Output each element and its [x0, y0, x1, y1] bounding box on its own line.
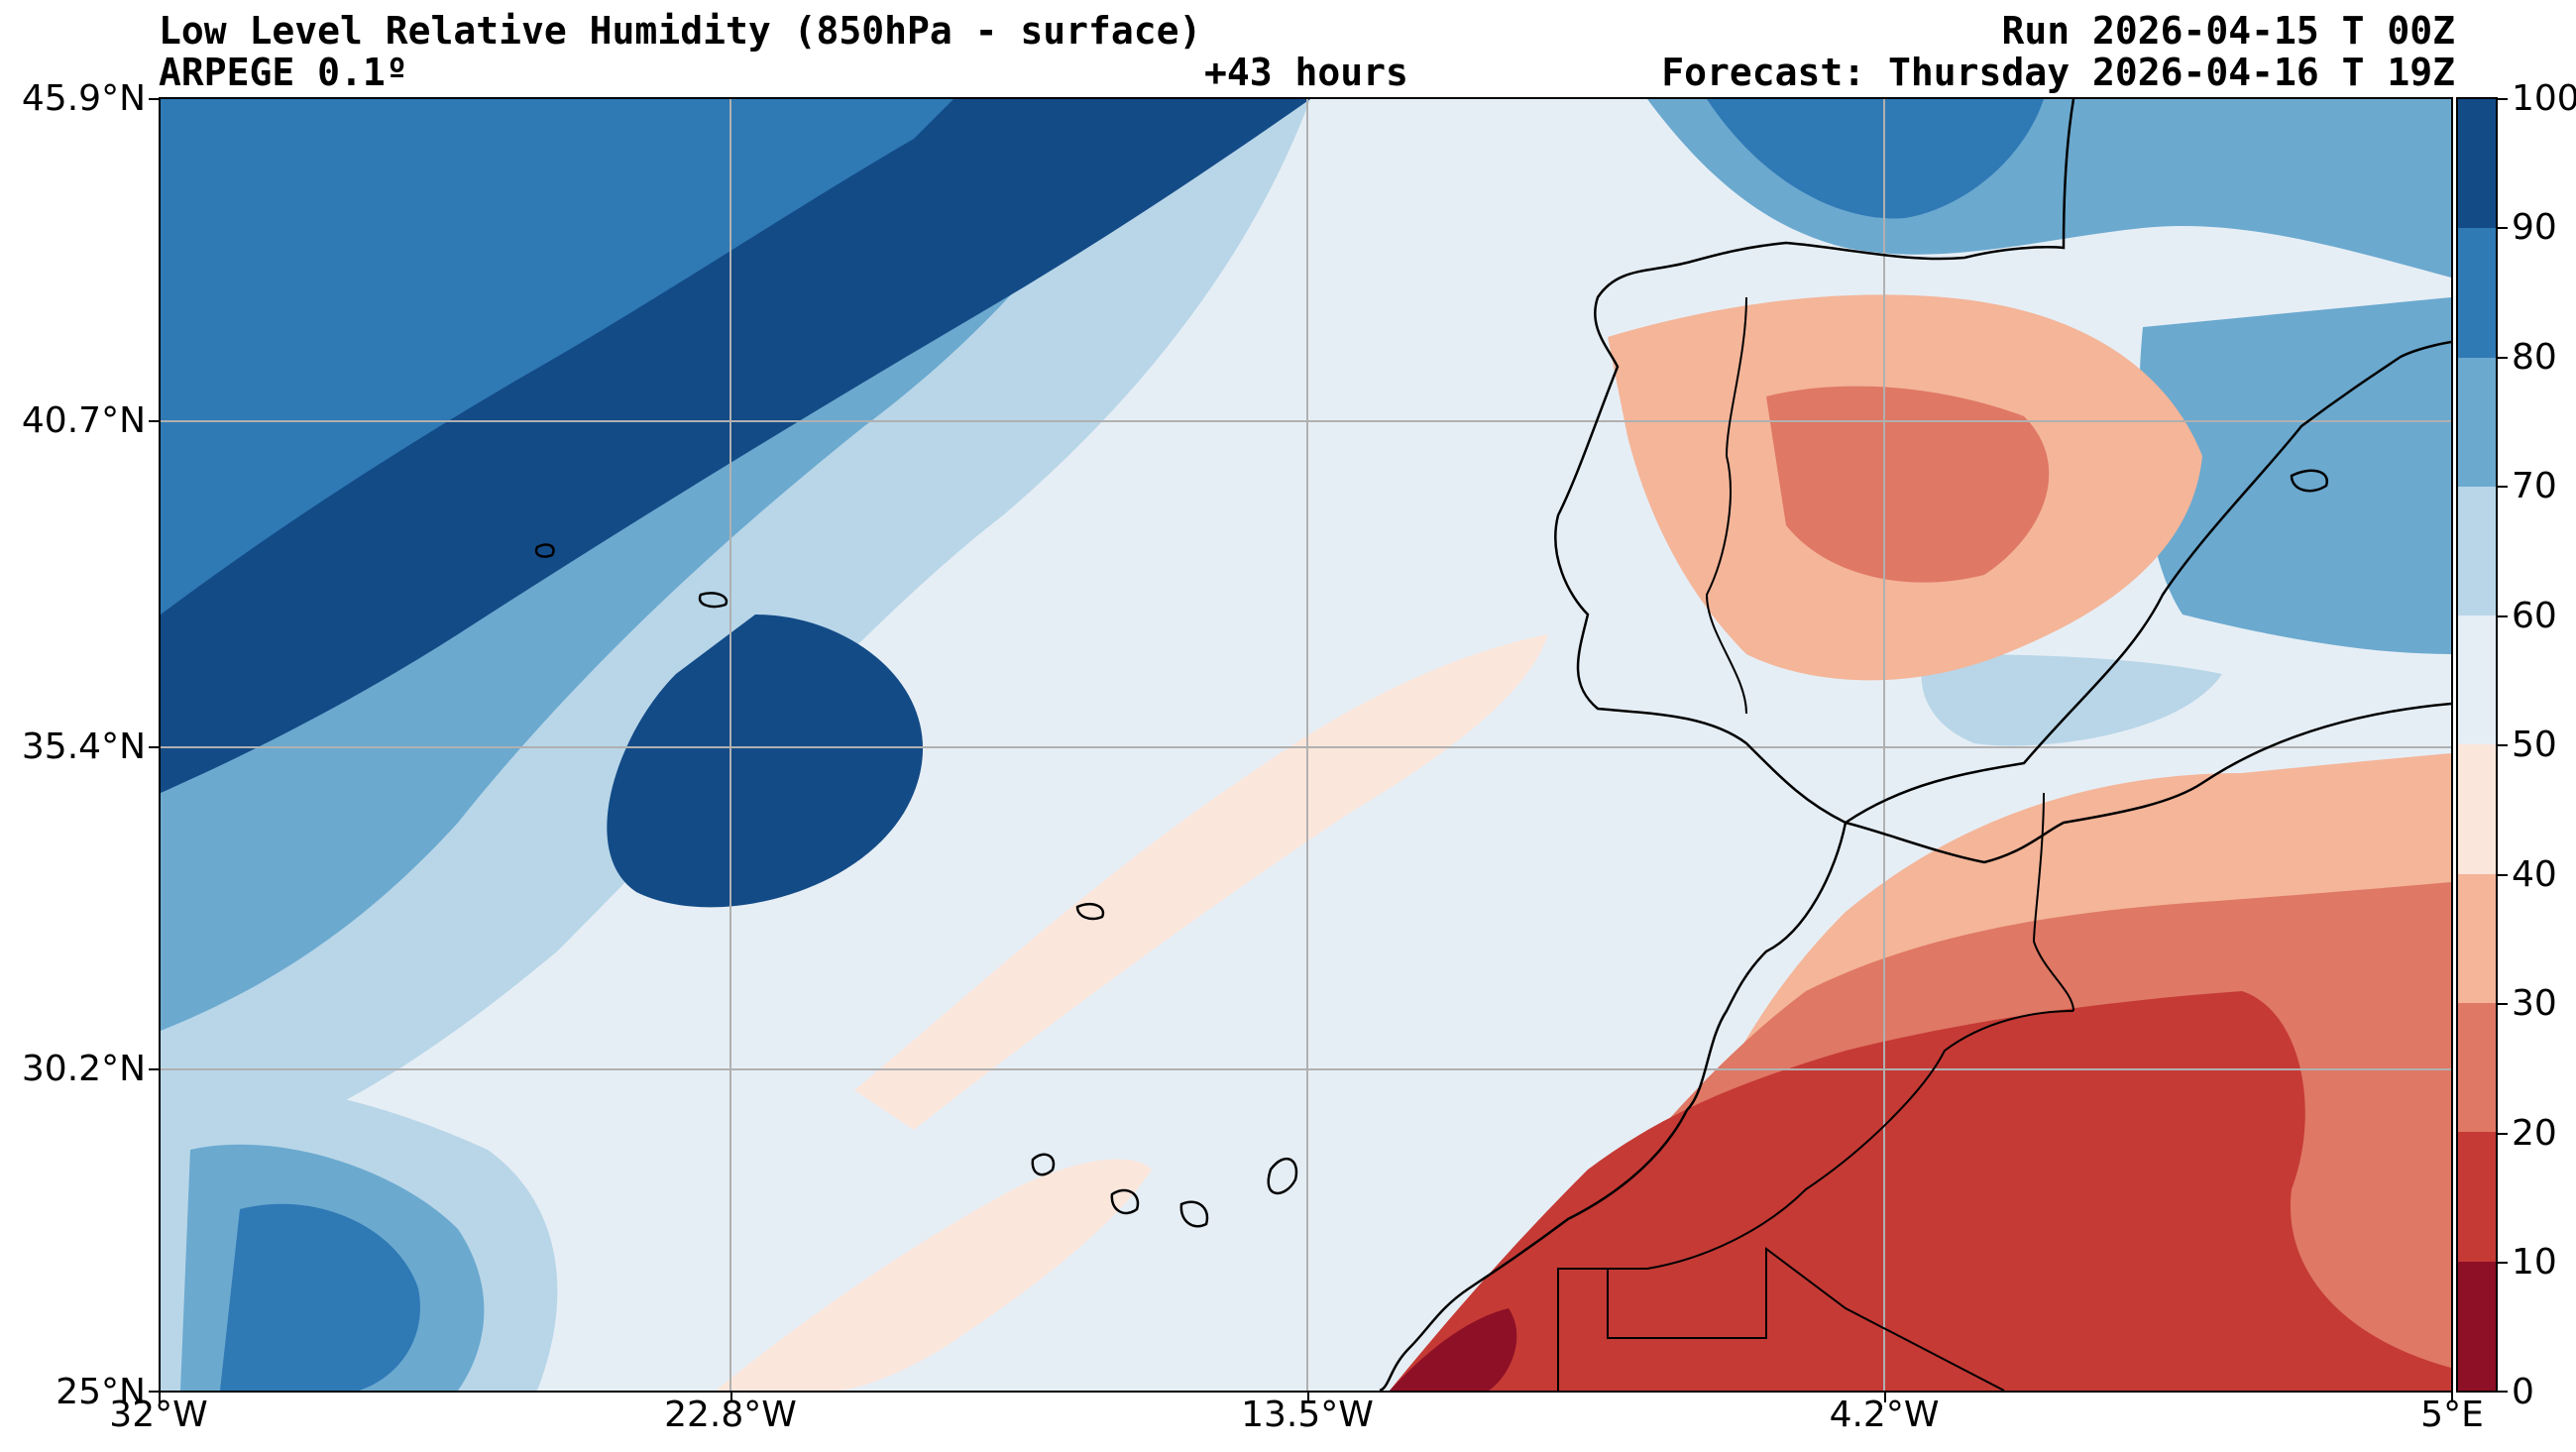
colorbar-tick — [2498, 98, 2508, 100]
colorbar-label-20: 20 — [2512, 1113, 2557, 1154]
colorbar-tick — [2498, 1133, 2508, 1135]
canary-island-3 — [1179, 1200, 1209, 1228]
band-dry-ocean — [854, 634, 1548, 1130]
lat-tick — [149, 420, 159, 422]
map-canvas — [161, 99, 2451, 1391]
iberia-coast — [1554, 99, 2451, 825]
colorbar-tick — [2498, 1391, 2508, 1393]
lat-tick — [149, 98, 159, 100]
colorbar-segment-20-30 — [2458, 1003, 2496, 1133]
colorbar-label-100: 100 — [2512, 78, 2576, 119]
colorbar-tick — [2498, 1003, 2508, 1005]
lat-label-45.9: 45.9°N — [21, 78, 146, 119]
colorbar-segment-0-10 — [2458, 1261, 2496, 1391]
model-label: ARPEGE 0.1º — [159, 51, 408, 94]
lon-tick — [2451, 1393, 2453, 1402]
colorbar-segment-70-80 — [2458, 357, 2496, 487]
band-subtropic-high — [220, 1203, 420, 1391]
colorbar-tick — [2498, 874, 2508, 876]
lon-tick — [1884, 1393, 1886, 1402]
band-iberia-dry — [1766, 386, 2050, 583]
colorbar-segment-30-40 — [2458, 873, 2496, 1004]
colorbar-label-70: 70 — [2512, 466, 2557, 506]
azores-1 — [534, 543, 555, 558]
lat-tick — [149, 1068, 159, 1070]
colorbar-tick — [2498, 357, 2508, 359]
country-borders — [1557, 296, 2074, 1391]
azores-2 — [698, 592, 728, 609]
colorbar-segment-90-100 — [2458, 99, 2496, 229]
forecast-label: Forecast: Thursday 2026-04-16 T 19Z — [1661, 51, 2455, 94]
band-max — [161, 99, 1310, 793]
lead-time-label: +43 hours — [1204, 51, 1408, 94]
colorbar-tick — [2498, 744, 2508, 746]
gridlines — [161, 99, 2451, 1391]
med-south-coast — [1845, 702, 2451, 864]
colorbar-segment-60-70 — [2458, 486, 2496, 616]
colorbar-label-30: 30 — [2512, 983, 2557, 1024]
madeira — [1075, 902, 1105, 921]
humidity-contours — [161, 99, 2451, 1391]
colorbar — [2456, 97, 2498, 1393]
lon-tick — [730, 1393, 732, 1402]
lon-tick — [1307, 1393, 1309, 1402]
band-med — [2139, 297, 2451, 654]
run-label: Run 2026-04-15 T 00Z — [2001, 9, 2455, 53]
lat-label-35.4: 35.4°N — [21, 726, 146, 767]
band-nw-dark — [1707, 99, 2044, 219]
lat-label-25: 25°N — [56, 1372, 146, 1412]
colorbar-label-90: 90 — [2512, 207, 2557, 248]
canary-island-4 — [1267, 1157, 1298, 1195]
colorbar-tick — [2498, 615, 2508, 617]
colorbar-label-80: 80 — [2512, 337, 2557, 378]
africa-coast — [1379, 822, 1848, 1391]
band-sahara-dry — [1390, 991, 2451, 1391]
colorbar-label-0: 0 — [2512, 1372, 2534, 1412]
lat-label-40.7: 40.7°N — [21, 400, 146, 441]
colorbar-label-40: 40 — [2512, 854, 2557, 895]
band-mid-ocean — [607, 614, 924, 908]
colorbar-segment-10-20 — [2458, 1132, 2496, 1262]
colorbar-label-60: 60 — [2512, 596, 2557, 636]
band-canary-dry — [716, 1159, 1152, 1391]
chart-title: Low Level Relative Humidity (850hPa - su… — [159, 9, 1202, 53]
canary-island-1 — [1031, 1153, 1056, 1176]
lat-label-30.2: 30.2°N — [21, 1049, 146, 1089]
colorbar-segment-80-90 — [2458, 228, 2496, 358]
band-sahara-core — [1390, 1308, 1517, 1391]
colorbar-label-10: 10 — [2512, 1242, 2557, 1283]
humidity-map[interactable] — [159, 97, 2453, 1393]
colorbar-tick — [2498, 227, 2508, 229]
canary-island-2 — [1110, 1188, 1140, 1215]
colorbar-tick — [2498, 1262, 2508, 1264]
colorbar-label-50: 50 — [2512, 725, 2557, 765]
colorbar-tick — [2498, 486, 2508, 488]
lat-tick — [149, 746, 159, 748]
colorbar-segment-50-60 — [2458, 615, 2496, 745]
lat-tick — [149, 1391, 159, 1393]
balearic — [2290, 469, 2328, 493]
band-alboran — [1921, 654, 2222, 746]
lon-tick — [159, 1393, 161, 1402]
coastlines — [534, 99, 2451, 1391]
colorbar-segment-40-50 — [2458, 744, 2496, 874]
